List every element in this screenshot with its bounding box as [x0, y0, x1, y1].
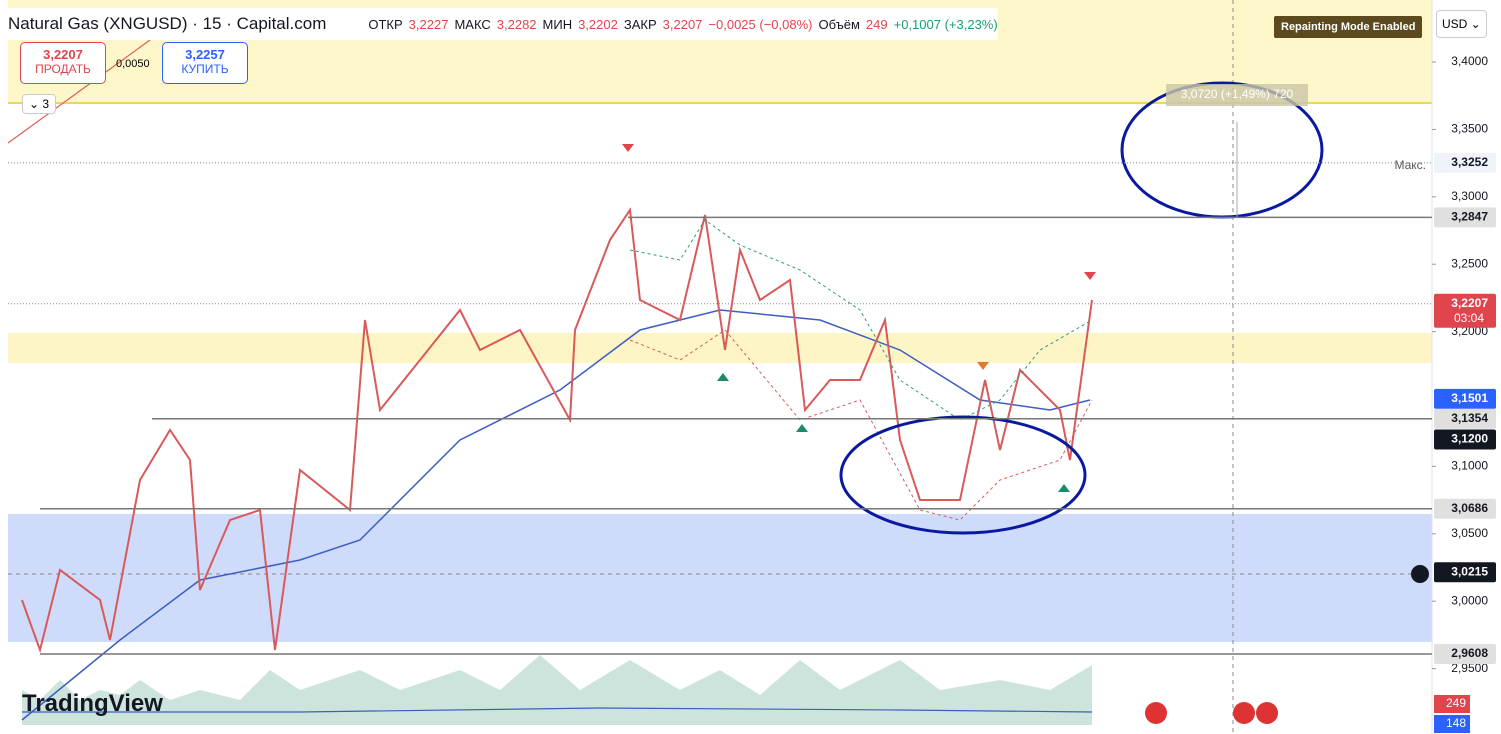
price-badge-label: 3,2847 — [1451, 210, 1488, 224]
price-candles — [21, 207, 1093, 654]
volume-ma — [22, 707, 1093, 713]
supply-zone — [8, 333, 1432, 363]
tick-label: 3,4000 — [1451, 54, 1488, 68]
price-badge — [1434, 207, 1496, 228]
ohlc-value: 3,2227 — [408, 16, 449, 32]
repaint-notice: Repainting Mode Enabled — [1274, 16, 1423, 38]
volume-badge-label: 148 — [1446, 716, 1466, 730]
ohlc-value: 3,2202 — [578, 16, 618, 32]
currency: USD — [1442, 17, 1468, 31]
measure-box — [1166, 84, 1308, 106]
crosshair-plus[interactable] — [1411, 565, 1429, 583]
drawn-circle — [839, 415, 1087, 535]
signal-down — [622, 144, 634, 152]
price-badge — [1434, 293, 1496, 328]
moving-average — [21, 309, 1091, 721]
volume-badge — [1434, 715, 1470, 733]
change: −0,0025 (−0,08%) — [708, 16, 813, 32]
ohlc-label: ОТКР — [368, 16, 403, 32]
indicators-toggle[interactable]: ⌄ 3 — [22, 94, 57, 114]
price-badge-label: 3,1501 — [1451, 391, 1488, 405]
tick-label: 2,9500 — [1451, 661, 1488, 675]
sell-label: ПРОДАТЬ — [35, 62, 91, 76]
signal-down — [1084, 272, 1096, 280]
buy-label: КУПИТЬ — [181, 62, 229, 76]
price-badge — [1434, 644, 1496, 665]
price-badge-label: 3,0215 — [1451, 564, 1488, 578]
event-flag[interactable] — [1145, 702, 1167, 724]
demand-zone — [8, 514, 1432, 642]
volume-area — [22, 655, 1092, 725]
signal-down — [977, 362, 989, 370]
price-badge — [1434, 388, 1496, 409]
price-badge-label: 2,9608 — [1451, 646, 1488, 660]
volume-label: Объём — [818, 16, 860, 32]
max-label: Макс. — [1394, 158, 1426, 172]
signal-up — [796, 424, 808, 432]
tick-label: 3,3500 — [1451, 122, 1488, 136]
ohlc-label: МИН — [542, 16, 573, 32]
price-badge — [1434, 429, 1496, 450]
price-badge-label: 3,0686 — [1451, 501, 1488, 515]
price-badge — [1434, 562, 1496, 583]
price-badge — [1434, 408, 1496, 429]
price-badge-label: 3,1200 — [1451, 432, 1488, 446]
symbol-title[interactable]: Natural Gas (XNGUSD) · 15 · Capital.com — [8, 14, 327, 33]
countdown: 03:04 — [1454, 311, 1484, 325]
buy-price: 3,2257 — [185, 47, 225, 62]
signal-up — [1058, 484, 1070, 492]
logo: TradingView — [22, 690, 163, 717]
envelope-upper — [629, 219, 1093, 421]
tick-label: 3,0500 — [1451, 526, 1488, 540]
event-flag[interactable] — [1233, 702, 1255, 724]
volume-badge-label: 249 — [1446, 696, 1466, 710]
price-badge — [1434, 498, 1496, 519]
ohlc-label: МАКС — [454, 16, 491, 32]
currency-select[interactable]: USD ⌄ — [1436, 10, 1487, 38]
price-badge — [1434, 152, 1496, 173]
ohlc-label: ЗАКР — [623, 16, 657, 32]
indicator-count: 3 — [42, 97, 50, 111]
spread: 0,0050 — [116, 58, 150, 70]
sell-button[interactable]: 3,2207 ПРОДАТЬ — [20, 42, 106, 84]
price-badge-label: 3,3252 — [1451, 155, 1488, 169]
volume-change: +0,1007 (+3,23%) — [893, 16, 998, 32]
volume-value: 249 — [865, 16, 888, 32]
trend-line — [7, 39, 151, 144]
sell-price: 3,2207 — [43, 47, 83, 62]
price-badge-label: 3,1354 — [1451, 411, 1488, 425]
tick-label: 3,1000 — [1451, 459, 1488, 473]
tick-label: 3,2500 — [1451, 256, 1488, 270]
ohlc-value: 3,2282 — [496, 16, 537, 32]
ohlc-value: 3,2207 — [662, 16, 703, 32]
signal-up — [717, 373, 729, 381]
measure-label: 3,0720 (+1,49%) 720 — [1181, 87, 1294, 101]
tick-label: 3,3000 — [1451, 189, 1488, 203]
header: Natural Gas (XNGUSD) · 15 · Capital.com … — [8, 8, 998, 40]
envelope-lower — [629, 329, 1093, 521]
buy-button[interactable]: 3,2257 КУПИТЬ — [162, 42, 248, 84]
tick-label: 3,0000 — [1451, 593, 1488, 607]
event-flag[interactable] — [1256, 702, 1278, 724]
volume-badge — [1434, 695, 1470, 713]
price-badge-label: 3,2207 — [1451, 296, 1488, 310]
